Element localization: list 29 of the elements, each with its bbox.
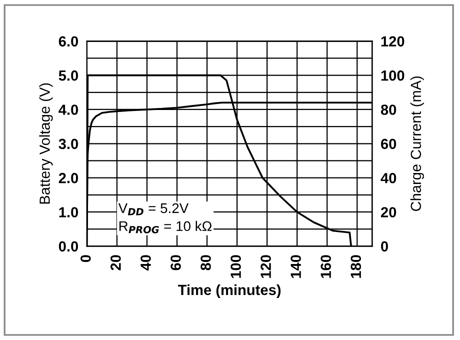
y-tick-label: 0.0 xyxy=(58,241,78,252)
y2-tick-label: 80 xyxy=(380,104,396,115)
y2-axis-title: Charge Current (mA) xyxy=(410,76,424,211)
y-tick-label: 2.0 xyxy=(58,172,78,184)
x-tick-label: 20 xyxy=(110,255,121,270)
y-tick-label: 1.0 xyxy=(59,207,78,218)
y2-tick-label: 0 xyxy=(381,241,388,252)
x-tick-label: 180 xyxy=(350,255,362,278)
y2-tick-label: 40 xyxy=(380,172,396,184)
annotation: R$_{PROG}$ = 10 kΩ xyxy=(119,220,212,234)
y-axis-title: Battery Voltage (V) xyxy=(39,83,53,204)
annotation: V$_{DD}$ = 5.2V xyxy=(118,203,189,216)
x-tick-label: 140 xyxy=(290,255,301,278)
x-tick-label: 60 xyxy=(170,255,181,270)
y2-tick-label: 60 xyxy=(381,138,396,150)
x-tick-label: 0 xyxy=(80,255,91,262)
x-tick-label: 120 xyxy=(260,255,271,278)
x-tick-label: 100 xyxy=(230,255,241,278)
x-tick-label: 160 xyxy=(320,255,332,278)
x-tick-label: 40 xyxy=(140,255,151,270)
x-tick-label: 80 xyxy=(200,255,211,270)
y-tick-label: 3.0 xyxy=(58,138,78,150)
x-axis-title: Time (minutes) xyxy=(178,284,281,298)
y2-tick-label: 20 xyxy=(380,207,396,218)
y-tick-label: 6.0 xyxy=(58,36,78,47)
y-tick-label: 4.0 xyxy=(58,104,78,115)
y2-tick-label: 100 xyxy=(381,70,404,81)
y2-tick-label: 120 xyxy=(381,36,404,47)
y-tick-label: 5.0 xyxy=(58,70,78,81)
